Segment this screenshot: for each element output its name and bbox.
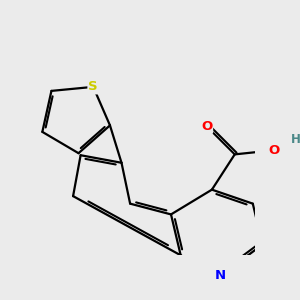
Text: S: S bbox=[88, 80, 98, 93]
Text: H: H bbox=[290, 133, 300, 146]
Text: O: O bbox=[269, 144, 280, 157]
Text: O: O bbox=[201, 120, 212, 133]
Text: N: N bbox=[215, 269, 226, 282]
